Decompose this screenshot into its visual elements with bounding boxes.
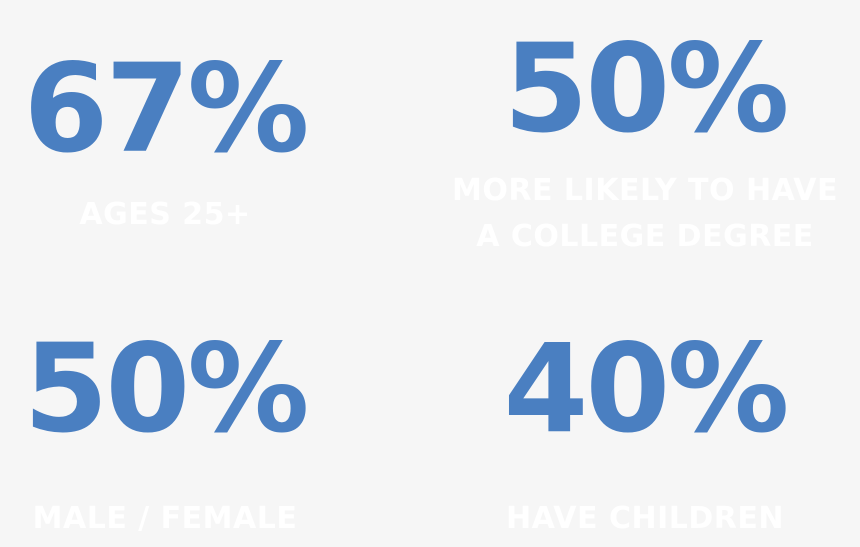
stat-ages: 67% AGES 25+ [20,48,310,238]
stat-value: 50% [23,318,309,460]
stat-value: 40% [503,318,789,460]
stat-value: 50% [503,18,789,160]
stat-have-children: 40% HAVE CHILDREN [450,328,840,542]
stat-label-line-2: A COLLEGE DEGREE [476,219,814,254]
stat-label: MALE / FEMALE [32,501,298,536]
stat-male-female: 50% MALE / FEMALE [20,328,310,542]
stat-college-degree: 50% MORE LIKELY TO HAVE A COLLEGE DEGREE [450,28,840,260]
stat-label-line-1: MORE LIKELY TO HAVE [452,173,838,208]
stat-label: AGES 25+ [79,197,251,232]
stat-value: 67% [23,38,309,180]
stat-label: HAVE CHILDREN [506,501,784,536]
